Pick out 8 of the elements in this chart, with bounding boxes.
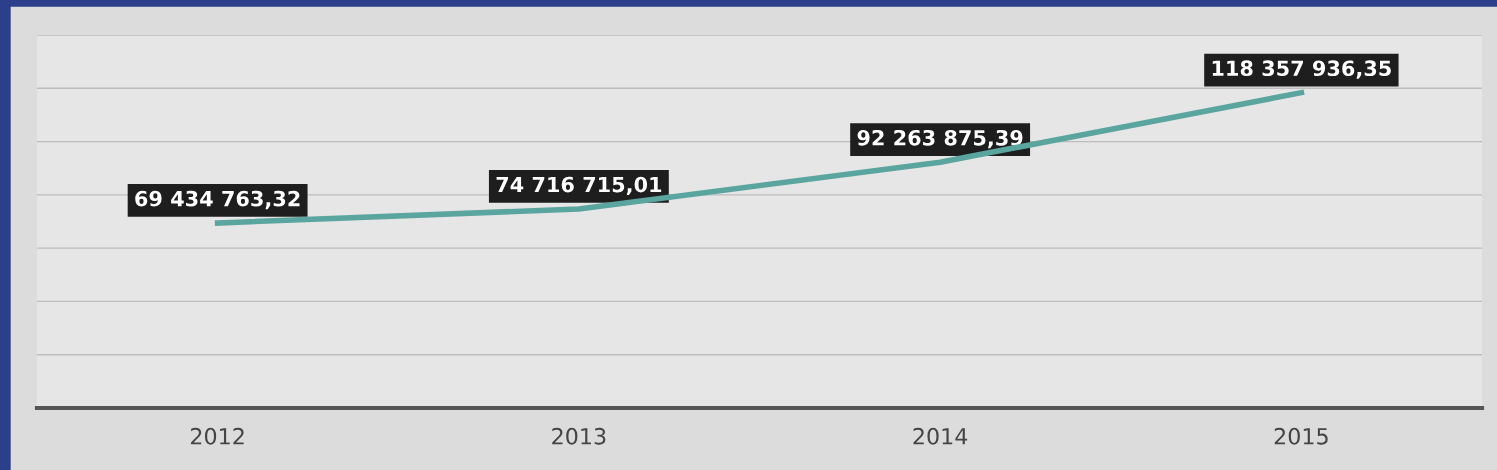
x-tick-label: 2013 xyxy=(552,427,606,445)
x-tick-label: 2012 xyxy=(190,427,244,445)
data-label: 92 263 875,39 xyxy=(857,129,1023,149)
data-label: 118 357 936,35 xyxy=(1212,60,1391,79)
data-label: 74 716 715,01 xyxy=(496,176,662,196)
x-tick-label: 2014 xyxy=(913,427,968,445)
data-label: 69 434 763,32 xyxy=(135,190,300,210)
x-tick-label: 2015 xyxy=(1274,427,1328,445)
